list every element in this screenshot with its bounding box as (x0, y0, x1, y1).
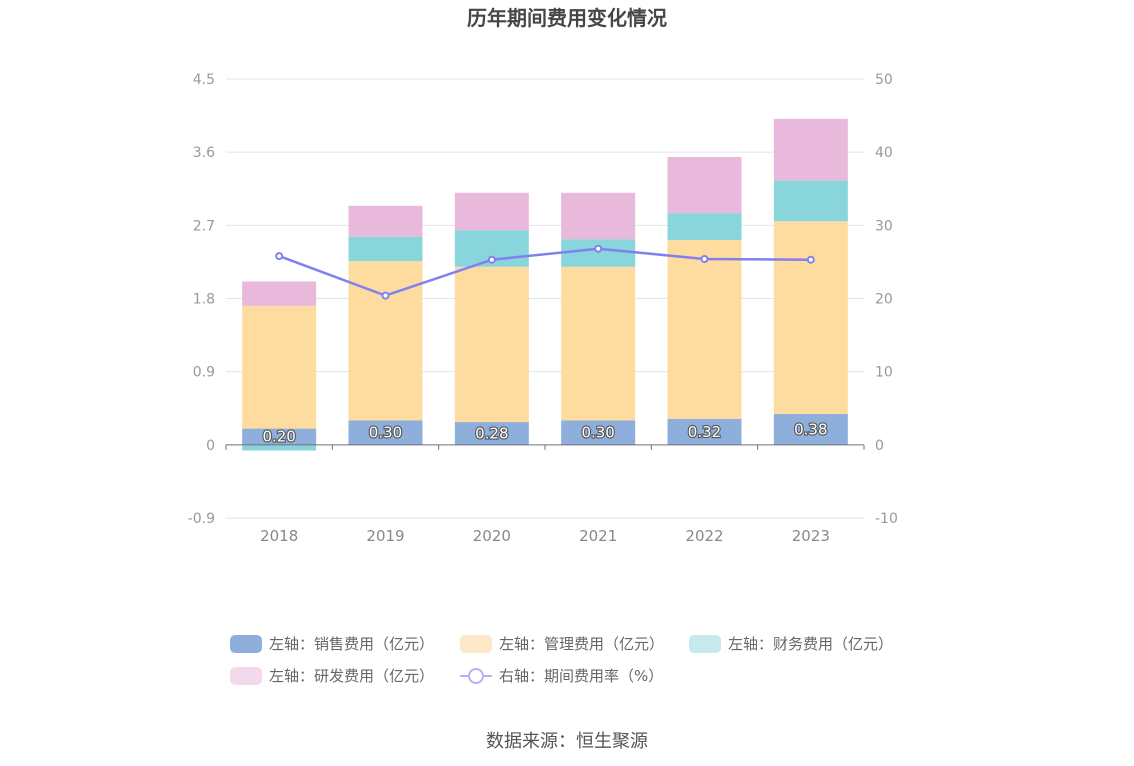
bar-segment (242, 305, 317, 429)
bar-segment (561, 420, 636, 445)
rate-point (275, 252, 284, 261)
bar-segment (454, 266, 529, 423)
y-right-tick-label: 50 (875, 72, 893, 88)
bar-segment (454, 422, 529, 445)
gridlines (226, 78, 864, 519)
bar-value-label: 0.30 (369, 424, 402, 442)
x-tick-label: 2023 (792, 527, 830, 545)
legend-swatch (460, 635, 492, 653)
bar-segment (348, 236, 423, 262)
rate-point (700, 254, 709, 263)
bar-segment (667, 213, 742, 240)
y-right-tick-label: 0 (875, 438, 884, 454)
legend-swatch (230, 635, 262, 653)
legend-item[interactable]: 左轴：销售费用（亿元） (230, 635, 434, 653)
source-note: 数据来源：恒生聚源 (486, 731, 648, 752)
bar-segment (454, 192, 529, 231)
bar-segment (561, 192, 636, 240)
x-tick-label: 2021 (579, 527, 617, 545)
rate-point (594, 244, 603, 253)
y-left-tick-label: 0.9 (193, 365, 215, 381)
bar-segment (242, 444, 317, 451)
y-right-tick-label: 10 (875, 365, 893, 381)
legend-item[interactable]: 右轴：期间费用率（%） (460, 667, 663, 685)
y-right-tick-label: 20 (875, 292, 893, 308)
rate-point (487, 255, 496, 264)
legend-item[interactable]: 左轴：研发费用（亿元） (230, 667, 434, 685)
legend-label: 右轴：期间费用率（%） (499, 667, 663, 685)
y-left-tick-label: 4.5 (193, 72, 215, 88)
y-left-tick-label: 3.6 (193, 145, 215, 161)
bar-segment (242, 281, 317, 306)
legend-label: 左轴：管理费用（亿元） (499, 635, 664, 653)
bar-segment (348, 205, 423, 237)
rate-line-path (278, 247, 811, 297)
bar-segment (773, 118, 848, 181)
bar-value-label: 0.20 (262, 428, 295, 446)
bar-segment (773, 221, 848, 414)
rate-point (381, 291, 390, 300)
axes: -0.9 0 0.9 1.8 2.7 3.6 4.5 -10 0 10 20 30 40 50 2018 20… (188, 72, 898, 545)
y-right-tick-label: 40 (875, 145, 893, 161)
y-right-tick-label: -10 (875, 511, 898, 527)
bar-segment (667, 418, 742, 445)
rate-line (275, 244, 815, 300)
bar-segment (667, 239, 742, 419)
bar-value-label: 0.28 (475, 424, 508, 442)
bar-segment (242, 428, 317, 445)
legend-label: 左轴：财务费用（亿元） (728, 635, 893, 653)
chart-title: 历年期间费用变化情况 (467, 6, 667, 30)
x-tick-label: 2020 (473, 527, 511, 545)
legend-swatch (230, 667, 262, 685)
bar-segment (773, 180, 848, 222)
bars (242, 118, 848, 451)
y-right-tick-label: 30 (875, 218, 893, 234)
legend-label: 左轴：销售费用（亿元） (269, 635, 434, 653)
y-left-tick-label: 0 (206, 438, 215, 454)
bar-labels: 0.20 0.30 0.28 0.30 0.32 0.38 (261, 419, 828, 447)
y-left-tick-label: 1.8 (193, 292, 215, 308)
rate-point (806, 255, 815, 264)
y-left-tick-label: 2.7 (193, 218, 215, 234)
legend-swatch-marker (468, 668, 484, 684)
legend[interactable]: 左轴：销售费用（亿元） 左轴：管理费用（亿元） 左轴：财务费用（亿元） 左轴：研发费用… (230, 635, 893, 685)
bar-value-label: 0.32 (688, 423, 721, 441)
legend-item[interactable]: 左轴：管理费用（亿元） (460, 635, 664, 653)
x-tick-label: 2018 (260, 527, 298, 545)
bar-segment (667, 157, 742, 214)
legend-item[interactable]: 左轴：财务费用（亿元） (689, 635, 893, 653)
bar-segment (773, 413, 848, 445)
y-left-tick-label: -0.9 (188, 511, 215, 527)
bar-segment (348, 420, 423, 445)
legend-label: 左轴：研发费用（亿元） (269, 667, 434, 685)
bar-value-label: 0.30 (581, 424, 614, 442)
bar-segment (561, 266, 636, 421)
bar-segment (561, 239, 636, 267)
x-tick-label: 2019 (366, 527, 404, 545)
bar-value-label: 0.38 (794, 420, 827, 438)
legend-swatch (689, 635, 721, 653)
x-tick-label: 2022 (685, 527, 723, 545)
